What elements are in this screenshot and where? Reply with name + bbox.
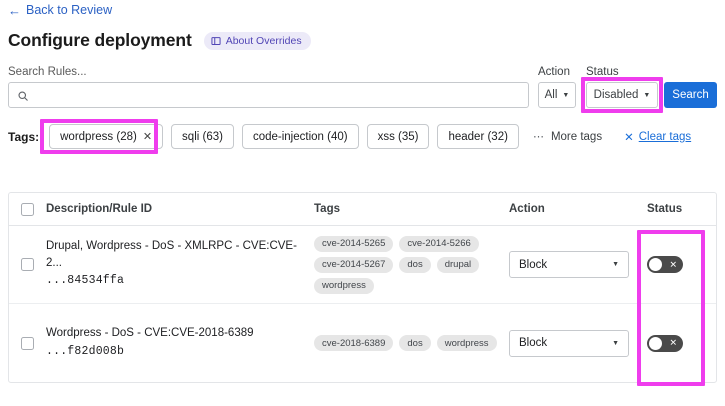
row-tag-chip: cve-2014-5265 <box>314 235 394 252</box>
tag-chip-xss[interactable]: xss (35) <box>366 124 430 149</box>
row-description-cell: Drupal, Wordpress - DoS - XMLRPC - CVE:C… <box>46 238 314 291</box>
column-header-tags: Tags <box>314 203 340 215</box>
status-filter-select[interactable]: Disabled ▼ <box>586 82 658 108</box>
row-tags-cell: cve-2014-5265 cve-2014-5266 cve-2014-526… <box>314 235 509 294</box>
clear-tags-button[interactable]: ✕ Clear tags <box>624 130 691 144</box>
search-box[interactable] <box>8 82 529 108</box>
page-title: Configure deployment <box>8 30 192 50</box>
row-select-cell <box>9 258 46 271</box>
ellipsis-icon: ⋯ <box>532 131 545 143</box>
more-tags-label: More tags <box>550 130 603 143</box>
tag-chip-code-injection[interactable]: code-injection (40) <box>241 124 359 149</box>
row-action-cell: Block ▼ <box>509 329 647 357</box>
row-status-cell: ✕ <box>647 256 716 273</box>
row-description-cell: Wordpress - DoS - CVE:CVE-2018-6389 ...f… <box>46 325 314 361</box>
column-header-action: Action <box>509 203 545 215</box>
chevron-down-icon: ▼ <box>562 91 570 99</box>
table-header-row: Description/Rule ID Tags Action Status <box>9 193 716 226</box>
column-header-status: Status <box>647 203 683 215</box>
chevron-down-icon: ▼ <box>612 339 619 347</box>
clear-tags-label: Clear tags <box>638 130 692 143</box>
row-select-cell <box>9 336 46 350</box>
status-filter-value: Disabled <box>593 89 639 101</box>
close-icon[interactable]: ✕ <box>142 131 153 143</box>
rules-table: Description/Rule ID Tags Action Status D… <box>8 192 717 383</box>
tags-label: Tags: <box>8 129 40 144</box>
action-filter-label: Action <box>538 66 570 78</box>
about-overrides-chip[interactable]: About Overrides <box>203 31 311 50</box>
row-status-toggle[interactable]: ✕ <box>647 256 683 273</box>
close-icon: ✕ <box>624 131 634 144</box>
tag-chip-label: wordpress (28) <box>60 130 137 143</box>
about-overrides-label: About Overrides <box>225 34 302 47</box>
row-status-cell: ✕ <box>647 334 716 352</box>
search-label: Search Rules... <box>8 66 87 78</box>
column-header-description: Description/Rule ID <box>46 203 153 215</box>
tag-chip-wordpress[interactable]: wordpress (28) ✕ <box>49 124 164 149</box>
toggle-knob <box>649 336 662 350</box>
action-filter-value: All <box>544 89 558 101</box>
arrow-left-icon: ← <box>8 2 21 18</box>
select-all-cell <box>9 202 46 216</box>
row-tag-chip: wordpress <box>314 277 374 294</box>
close-icon: ✕ <box>669 337 677 348</box>
row-action-value: Block <box>519 258 548 271</box>
row-action-select[interactable]: Block ▼ <box>509 251 629 278</box>
table-row[interactable]: Drupal, Wordpress - DoS - XMLRPC - CVE:C… <box>9 226 716 304</box>
search-icon <box>17 89 29 101</box>
row-rule-id: ...f82d008b <box>46 344 125 358</box>
tags-filter-row: Tags: wordpress (28) ✕ sqli (63) code-in… <box>8 124 691 149</box>
row-rule-id: ...84534ffa <box>46 274 125 288</box>
row-tag-chip: cve-2014-5266 <box>399 235 479 252</box>
chevron-down-icon: ▼ <box>612 261 619 268</box>
row-action-select[interactable]: Block ▼ <box>509 329 629 357</box>
row-tag-chip: cve-2014-5267 <box>314 256 394 273</box>
row-status-toggle[interactable]: ✕ <box>647 334 683 352</box>
action-filter-select[interactable]: All ▼ <box>538 82 576 108</box>
row-description: Drupal, Wordpress - DoS - XMLRPC - CVE:C… <box>46 240 297 269</box>
toggle-knob <box>649 258 662 271</box>
search-button[interactable]: Search <box>664 82 717 108</box>
row-tag-chip: drupal <box>436 256 480 273</box>
row-checkbox[interactable] <box>21 258 34 271</box>
row-action-value: Block <box>519 337 548 349</box>
row-tag-chip: wordpress <box>436 335 497 351</box>
tag-chip-header[interactable]: header (32) <box>437 124 519 149</box>
book-icon <box>211 36 221 46</box>
row-action-cell: Block ▼ <box>509 251 647 278</box>
select-all-checkbox[interactable] <box>21 202 34 216</box>
close-icon: ✕ <box>669 259 677 269</box>
back-to-review-label: Back to Review <box>26 3 113 17</box>
chevron-down-icon: ▼ <box>643 91 651 99</box>
row-tag-chip: dos <box>399 256 431 273</box>
row-tags-cell: cve-2018-6389 dos wordpress <box>314 335 509 351</box>
status-filter-label: Status <box>586 66 619 78</box>
table-row[interactable]: Wordpress - DoS - CVE:CVE-2018-6389 ...f… <box>9 304 716 382</box>
search-input[interactable] <box>35 88 520 102</box>
tag-chip-sqli[interactable]: sqli (63) <box>171 124 234 149</box>
row-description: Wordpress - DoS - CVE:CVE-2018-6389 <box>46 326 254 339</box>
more-tags-button[interactable]: ⋯ More tags <box>532 130 603 144</box>
back-to-review-link[interactable]: ← Back to Review <box>8 3 112 17</box>
row-checkbox[interactable] <box>21 336 34 350</box>
row-tag-chip: dos <box>399 335 431 351</box>
header-row: Configure deployment About Overrides <box>8 30 311 51</box>
row-tag-chip: cve-2018-6389 <box>314 335 394 351</box>
